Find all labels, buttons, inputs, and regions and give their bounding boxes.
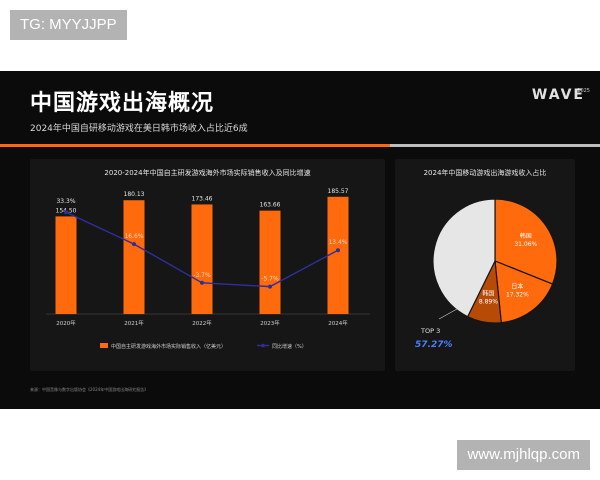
pie-slice-label: 韩国 bbox=[520, 232, 532, 240]
brand-year: 2025 bbox=[577, 88, 590, 94]
x-tick-label: 2021年 bbox=[124, 319, 144, 327]
growth-rate-label: -3.7% bbox=[193, 272, 211, 279]
growth-rate-label: 16.6% bbox=[124, 233, 143, 240]
pie-chart-title: 2024年中国移动游戏出海游戏收入占比 bbox=[423, 169, 547, 177]
brand-logo: WAVE bbox=[531, 87, 585, 103]
growth-rate-point bbox=[336, 248, 340, 253]
growth-rate-label: 33.3% bbox=[56, 198, 75, 205]
pie-slice bbox=[432, 198, 496, 318]
bar bbox=[55, 216, 77, 314]
x-tick-label: 2023年 bbox=[260, 319, 280, 327]
bar-chart-title: 2020-2024年中国自主研发游戏海外市场实际销售收入及同比增速 bbox=[104, 169, 311, 177]
legend-swatch-bar bbox=[100, 343, 108, 348]
bar-value-label: 163.66 bbox=[260, 202, 281, 209]
accent-band-orange bbox=[0, 144, 390, 147]
bar bbox=[123, 200, 145, 314]
bar-value-label: 180.13 bbox=[124, 191, 145, 198]
x-tick-label: 2020年 bbox=[56, 319, 76, 327]
pie-slice bbox=[494, 198, 558, 285]
bar-value-label: 185.57 bbox=[328, 188, 349, 195]
legend-label-line: 同比增速（%） bbox=[272, 343, 307, 350]
bar bbox=[259, 210, 281, 314]
growth-rate-point bbox=[132, 242, 136, 247]
bar-chart-panel: 2020-2024年中国自主研发游戏海外市场实际销售收入及同比增速 154.50… bbox=[30, 159, 385, 371]
pie-slice bbox=[494, 260, 554, 324]
pie-slice-value: 17.32% bbox=[506, 292, 529, 299]
x-tick-label: 2022年 bbox=[192, 319, 212, 327]
bar bbox=[327, 196, 349, 314]
source-note: 来源：中国音像与数字出版协会《2024年中国游戏出海研究报告》 bbox=[30, 387, 149, 392]
accent-band-gray bbox=[390, 144, 600, 147]
top3-label: TOP 3 bbox=[420, 327, 440, 335]
slide-subtitle: 2024年中国自研移动游戏在美日韩市场收入占比近6成 bbox=[30, 124, 248, 134]
bar-line-chart: 154.502020年180.132021年173.462022年163.662… bbox=[46, 188, 370, 350]
growth-rate-label: -5.7% bbox=[261, 276, 279, 283]
slide-title: 中国游戏出海概况 bbox=[30, 91, 215, 116]
pie-chart-panel: 2024年中国移动游戏出海游戏收入占比 韩国 31.06% 日本 17.32% 韩国 8.… bbox=[395, 159, 575, 371]
growth-rate-point bbox=[200, 280, 204, 285]
pie-slice-value: 31.06% bbox=[514, 241, 537, 248]
annotation-leader-line bbox=[438, 308, 458, 320]
bar bbox=[191, 204, 213, 314]
growth-rate-point bbox=[268, 284, 272, 289]
bar-value-label: 173.46 bbox=[192, 195, 213, 202]
legend-label-bar: 中国自主研发游戏海外市场实际销售收入（亿美元） bbox=[111, 343, 226, 350]
pie-slice-value: 8.89% bbox=[479, 299, 498, 306]
growth-rate-label: 13.4% bbox=[328, 239, 347, 246]
pie-slice-label: 日本 bbox=[511, 283, 523, 291]
top3-value: 57.27% bbox=[415, 340, 453, 350]
watermark-top: TG: MYYJJPP bbox=[10, 10, 127, 40]
x-tick-label: 2024年 bbox=[328, 319, 348, 327]
pie-slice-label: 韩国 bbox=[482, 290, 494, 298]
legend-swatch-line-dot bbox=[261, 343, 265, 348]
slide: 中国游戏出海概况 2024年中国自研移动游戏在美日韩市场收入占比近6成 WAVE… bbox=[0, 71, 600, 409]
growth-rate-point bbox=[64, 210, 68, 215]
watermark-bottom: www.mjhlqp.com bbox=[457, 440, 590, 470]
